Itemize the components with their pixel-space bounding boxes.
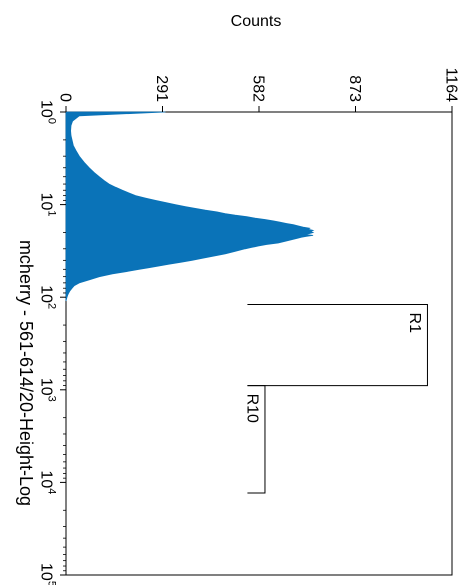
y-tick-label-3: 873 [346, 75, 363, 102]
y-tick-label-1: 291 [153, 75, 170, 102]
y-tick-label-2: 582 [249, 75, 266, 102]
gate-r10 [247, 385, 266, 494]
gate-label-r10: R10 [243, 394, 260, 423]
x-tick-label-5: 105 [37, 563, 57, 585]
x-axis-label: mcherry - 561-614/20-Height-Log [16, 240, 36, 506]
plot-frame [65, 111, 453, 576]
y-tick-label-0: 0 [56, 93, 73, 102]
gate-label-r1: R1 [406, 313, 423, 334]
gate-r1 [247, 304, 428, 387]
histogram-area-0 [65, 111, 315, 302]
x-tick-label-2: 102 [37, 285, 57, 309]
chart-marks: 100 101 102 103 104 105 0 291 582 873 1164 R1 R10 [37, 68, 459, 585]
x-tick-label-0: 100 [37, 100, 57, 124]
x-tick-label-1: 101 [37, 193, 57, 217]
x-tick-label-3: 103 [37, 378, 57, 402]
y-tick-label-4: 1164 [442, 68, 459, 103]
y-axis-label: Counts [231, 13, 282, 30]
x-tick-label-4: 104 [37, 470, 57, 494]
